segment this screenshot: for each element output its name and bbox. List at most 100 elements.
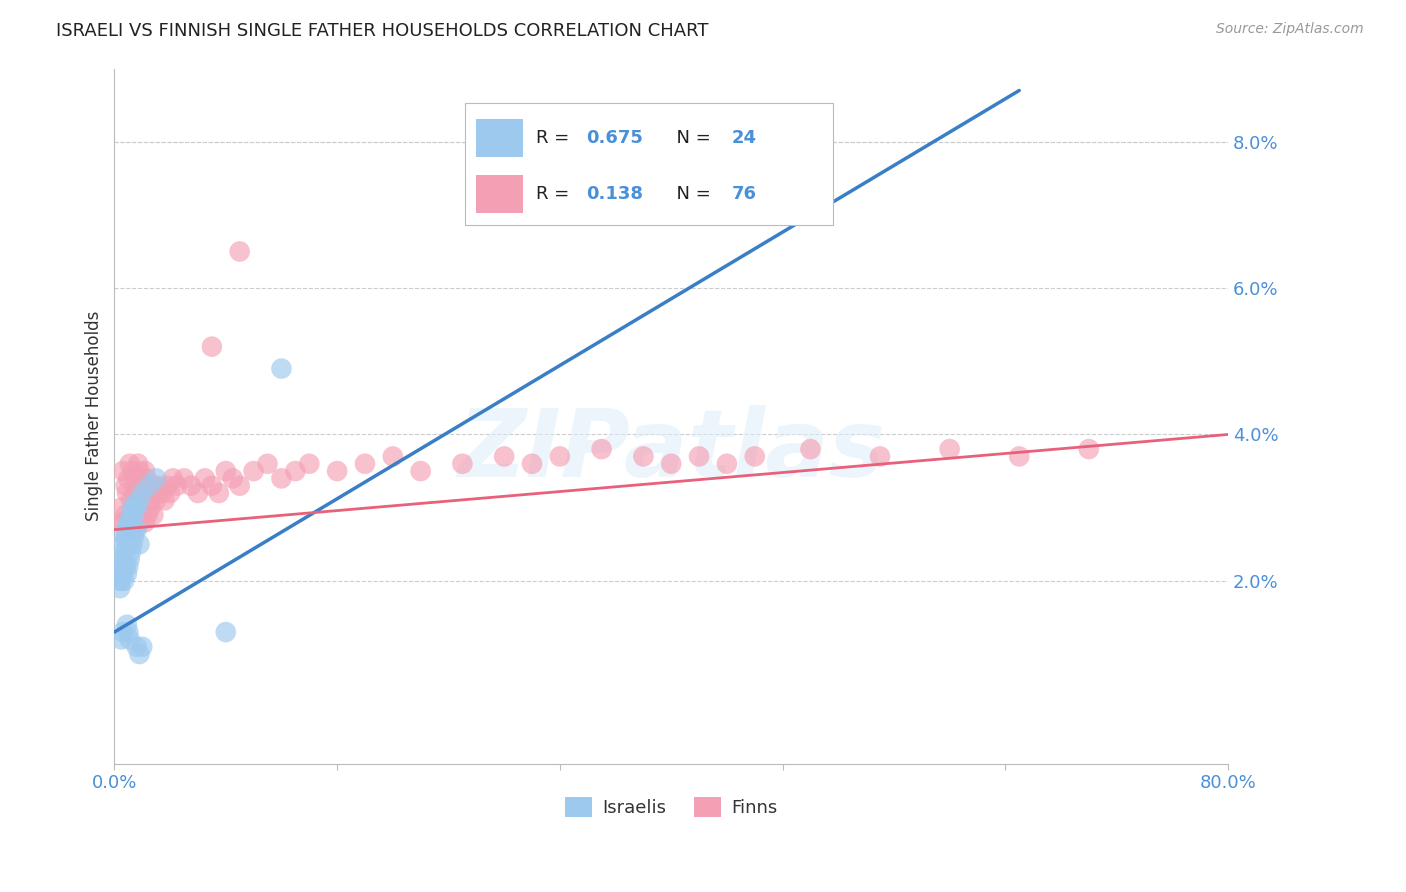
Text: ISRAELI VS FINNISH SINGLE FATHER HOUSEHOLDS CORRELATION CHART: ISRAELI VS FINNISH SINGLE FATHER HOUSEHO…	[56, 22, 709, 40]
Point	[114, 523, 136, 537]
Point	[869, 450, 891, 464]
Point	[142, 479, 165, 493]
Bar	[477, 175, 523, 213]
Point	[520, 457, 543, 471]
Point	[135, 471, 157, 485]
Point	[118, 552, 141, 566]
Point	[139, 500, 162, 515]
Point	[354, 457, 377, 471]
Point	[125, 508, 148, 522]
Point	[139, 493, 162, 508]
Text: R =: R =	[537, 185, 575, 202]
Point	[201, 479, 224, 493]
Point	[153, 493, 176, 508]
Point	[187, 486, 209, 500]
Point	[121, 500, 143, 515]
Bar	[477, 119, 523, 157]
Point	[145, 471, 167, 485]
Point	[162, 471, 184, 485]
Point	[128, 537, 150, 551]
Point	[111, 516, 134, 530]
Point	[136, 508, 159, 522]
FancyBboxPatch shape	[465, 103, 832, 225]
Point	[118, 457, 141, 471]
Point	[134, 516, 156, 530]
Text: N =: N =	[665, 185, 716, 202]
Point	[125, 640, 148, 654]
Point	[138, 479, 160, 493]
Legend: Israelis, Finns: Israelis, Finns	[557, 790, 785, 824]
Point	[222, 471, 245, 485]
Point	[118, 516, 141, 530]
Text: 24: 24	[731, 129, 756, 147]
Point	[110, 500, 132, 515]
Point	[194, 471, 217, 485]
Point	[114, 530, 136, 544]
Point	[409, 464, 432, 478]
Point	[298, 457, 321, 471]
Point	[128, 493, 150, 508]
Point	[114, 508, 136, 522]
Point	[112, 516, 135, 530]
Point	[131, 508, 153, 522]
Text: 0.675: 0.675	[586, 129, 644, 147]
Text: Source: ZipAtlas.com: Source: ZipAtlas.com	[1216, 22, 1364, 37]
Point	[166, 479, 188, 493]
Point	[114, 559, 136, 574]
Point	[128, 516, 150, 530]
Point	[730, 194, 752, 208]
Point	[122, 516, 145, 530]
Point	[125, 523, 148, 537]
Point	[108, 566, 131, 581]
Point	[120, 544, 142, 558]
Point	[1077, 442, 1099, 456]
Point	[120, 523, 142, 537]
Point	[132, 486, 155, 500]
Point	[208, 486, 231, 500]
Point	[173, 471, 195, 485]
Point	[125, 500, 148, 515]
Point	[112, 530, 135, 544]
Point	[145, 493, 167, 508]
Point	[110, 559, 132, 574]
Point	[451, 457, 474, 471]
Point	[124, 471, 146, 485]
Point	[122, 486, 145, 500]
Point	[108, 574, 131, 588]
Point	[110, 632, 132, 647]
Point	[131, 486, 153, 500]
Point	[111, 464, 134, 478]
Point	[256, 457, 278, 471]
Point	[148, 479, 170, 493]
Point	[111, 566, 134, 581]
Point	[125, 479, 148, 493]
Point	[111, 625, 134, 640]
Point	[127, 457, 149, 471]
Point	[270, 471, 292, 485]
Text: 0.138: 0.138	[586, 185, 644, 202]
Point	[131, 640, 153, 654]
Y-axis label: Single Father Households: Single Father Households	[86, 311, 103, 521]
Point	[122, 508, 145, 522]
Point	[215, 625, 238, 640]
Point	[117, 471, 139, 485]
Point	[124, 523, 146, 537]
Point	[118, 632, 141, 647]
Point	[150, 486, 173, 500]
Point	[112, 544, 135, 558]
Point	[228, 479, 250, 493]
Point	[201, 340, 224, 354]
Point	[108, 581, 131, 595]
Point	[270, 361, 292, 376]
Point	[114, 479, 136, 493]
Text: R =: R =	[537, 129, 575, 147]
Point	[117, 559, 139, 574]
Point	[142, 508, 165, 522]
Point	[242, 464, 264, 478]
Point	[131, 479, 153, 493]
Point	[156, 479, 179, 493]
Point	[120, 508, 142, 522]
Point	[799, 442, 821, 456]
Point	[110, 552, 132, 566]
Point	[716, 457, 738, 471]
